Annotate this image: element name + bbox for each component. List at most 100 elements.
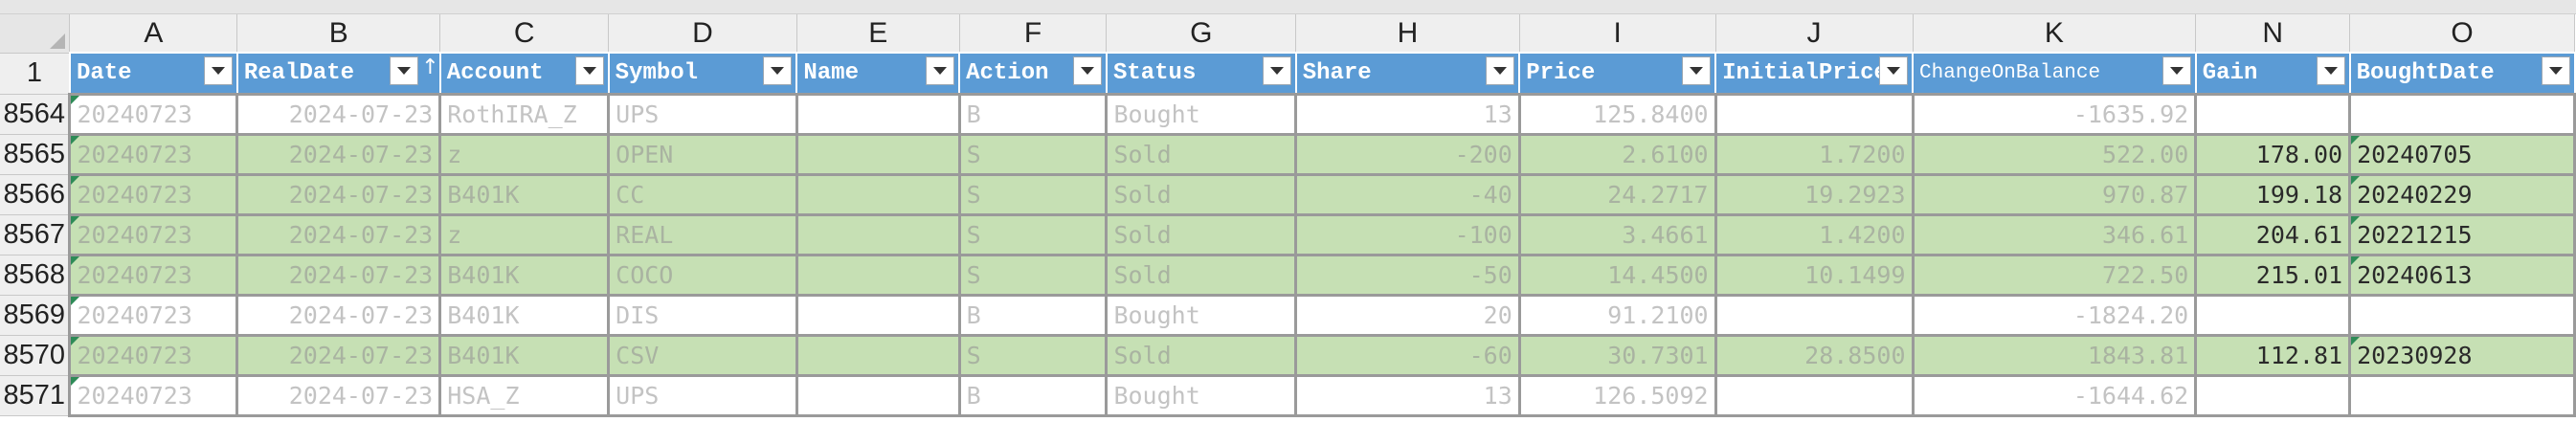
cell-initialprice[interactable]: 10.1499 xyxy=(1714,254,1915,297)
row-number[interactable]: 8568 xyxy=(0,255,71,296)
cell-name[interactable] xyxy=(795,334,961,377)
cell-action[interactable]: S xyxy=(957,334,1109,377)
cell-changeonbalance[interactable]: -1644.62 xyxy=(1911,374,2198,417)
cell-boughtdate[interactable]: 20240705 xyxy=(2348,133,2576,176)
cell-price[interactable]: 14.4500 xyxy=(1517,254,1717,297)
row-number[interactable]: 8569 xyxy=(0,295,71,336)
cell-share[interactable]: 13 xyxy=(1294,374,1521,417)
column-header-g[interactable]: G xyxy=(1106,14,1297,54)
cell-realdate[interactable]: 2024-07-23 xyxy=(235,374,442,417)
cell-realdate[interactable]: 2024-07-23 xyxy=(235,254,442,297)
cell-price[interactable]: 126.5092 xyxy=(1517,374,1717,417)
column-header-d[interactable]: D xyxy=(608,14,797,54)
cell-gain[interactable]: 199.18 xyxy=(2194,173,2352,216)
cell-symbol[interactable]: CC xyxy=(607,173,798,216)
header-cell-date[interactable]: Date xyxy=(68,52,238,96)
cell-share[interactable]: -200 xyxy=(1294,133,1521,176)
cell-realdate[interactable]: 2024-07-23 xyxy=(235,294,442,337)
cell-date[interactable]: 20240723 xyxy=(68,334,239,377)
filter-dropdown-button[interactable] xyxy=(1486,56,1515,85)
column-header-e[interactable]: E xyxy=(796,14,960,54)
header-cell-account[interactable]: Account xyxy=(438,52,610,96)
cell-account[interactable]: B401K xyxy=(438,334,611,377)
cell-symbol[interactable]: COCO xyxy=(607,254,798,297)
cell-symbol[interactable]: OPEN xyxy=(607,133,798,176)
header-cell-symbol[interactable]: Symbol xyxy=(607,52,798,96)
header-cell-gain[interactable]: Gain xyxy=(2194,52,2351,96)
cell-share[interactable]: -100 xyxy=(1294,213,1521,256)
cell-price[interactable]: 91.2100 xyxy=(1517,294,1717,337)
cell-share[interactable]: -50 xyxy=(1294,254,1521,297)
cell-initialprice[interactable]: 19.2923 xyxy=(1714,173,1915,216)
cell-changeonbalance[interactable]: 1843.81 xyxy=(1911,334,2198,377)
row-number[interactable]: 8570 xyxy=(0,335,71,376)
cell-symbol[interactable]: CSV xyxy=(607,334,798,377)
column-header-b[interactable]: B xyxy=(236,14,441,54)
cell-gain[interactable] xyxy=(2194,374,2352,417)
cell-date[interactable]: 20240723 xyxy=(68,374,239,417)
cell-name[interactable] xyxy=(795,374,961,417)
filter-dropdown-button[interactable] xyxy=(1072,56,1102,85)
cell-action[interactable]: S xyxy=(957,133,1109,176)
cell-status[interactable]: Bought xyxy=(1105,93,1298,136)
cell-name[interactable] xyxy=(795,173,961,216)
cell-boughtdate[interactable]: 20240229 xyxy=(2348,173,2576,216)
cell-status[interactable]: Sold xyxy=(1105,133,1298,176)
cell-boughtdate[interactable]: 20240613 xyxy=(2348,254,2576,297)
cell-name[interactable] xyxy=(795,254,961,297)
cell-changeonbalance[interactable]: -1635.92 xyxy=(1911,93,2198,136)
cell-status[interactable]: Sold xyxy=(1105,334,1298,377)
row-number[interactable]: 1 xyxy=(0,53,71,95)
cell-changeonbalance[interactable]: -1824.20 xyxy=(1911,294,2198,337)
cell-status[interactable]: Sold xyxy=(1105,213,1298,256)
header-cell-realdate[interactable]: RealDate ↑ xyxy=(235,52,441,96)
cell-initialprice[interactable] xyxy=(1714,374,1915,417)
column-header-a[interactable]: A xyxy=(69,14,238,54)
cell-realdate[interactable]: 2024-07-23 xyxy=(235,93,442,136)
cell-realdate[interactable]: 2024-07-23 xyxy=(235,334,442,377)
header-cell-status[interactable]: Status xyxy=(1105,52,1297,96)
select-all-corner[interactable] xyxy=(0,14,71,54)
cell-date[interactable]: 20240723 xyxy=(68,173,239,216)
cell-action[interactable]: S xyxy=(957,254,1109,297)
filter-dropdown-button[interactable] xyxy=(1262,56,1291,85)
cell-gain[interactable]: 112.81 xyxy=(2194,334,2352,377)
cell-account[interactable]: HSA_Z xyxy=(438,374,611,417)
cell-date[interactable]: 20240723 xyxy=(68,93,239,136)
header-cell-price[interactable]: Price xyxy=(1518,52,1717,96)
column-header-j[interactable]: J xyxy=(1715,14,1914,54)
cell-price[interactable]: 125.8400 xyxy=(1517,93,1717,136)
filter-dropdown-button[interactable] xyxy=(2162,56,2191,85)
cell-status[interactable]: Sold xyxy=(1105,173,1298,216)
cell-initialprice[interactable]: 28.8500 xyxy=(1714,334,1915,377)
cell-boughtdate[interactable] xyxy=(2348,93,2576,136)
cell-realdate[interactable]: 2024-07-23 xyxy=(235,213,442,256)
column-header-c[interactable]: C xyxy=(439,14,610,54)
cell-price[interactable]: 3.4661 xyxy=(1517,213,1717,256)
cell-share[interactable]: -40 xyxy=(1294,173,1521,216)
cell-date[interactable]: 20240723 xyxy=(68,133,239,176)
filter-dropdown-button[interactable] xyxy=(1682,56,1712,85)
cell-account[interactable]: RothIRA_Z xyxy=(438,93,611,136)
cell-boughtdate[interactable]: 20230928 xyxy=(2348,334,2576,377)
filter-dropdown-button[interactable] xyxy=(1879,56,1909,85)
cell-initialprice[interactable] xyxy=(1714,93,1915,136)
column-header-i[interactable]: I xyxy=(1519,14,1716,54)
cell-changeonbalance[interactable]: 970.87 xyxy=(1911,173,2198,216)
row-number[interactable]: 8564 xyxy=(0,94,71,135)
cell-gain[interactable]: 215.01 xyxy=(2194,254,2352,297)
row-number[interactable]: 8565 xyxy=(0,134,71,175)
cell-boughtdate[interactable] xyxy=(2348,374,2576,417)
cell-symbol[interactable]: UPS xyxy=(607,374,798,417)
cell-initialprice[interactable]: 1.7200 xyxy=(1714,133,1915,176)
cell-changeonbalance[interactable]: 722.50 xyxy=(1911,254,2198,297)
cell-status[interactable]: Bought xyxy=(1105,294,1298,337)
filter-dropdown-button[interactable] xyxy=(2541,56,2570,85)
cell-name[interactable] xyxy=(795,213,961,256)
cell-share[interactable]: -60 xyxy=(1294,334,1521,377)
header-cell-name[interactable]: Name xyxy=(795,52,961,96)
cell-date[interactable]: 20240723 xyxy=(68,213,239,256)
cell-account[interactable]: B401K xyxy=(438,294,611,337)
filter-dropdown-button[interactable] xyxy=(574,56,604,85)
cell-symbol[interactable]: UPS xyxy=(607,93,798,136)
